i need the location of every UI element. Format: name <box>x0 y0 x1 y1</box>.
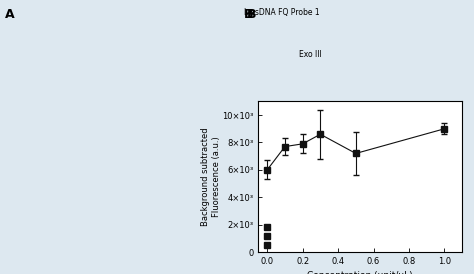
Text: A: A <box>5 8 14 21</box>
Text: B: B <box>244 8 254 21</box>
Text: Exo III: Exo III <box>299 50 322 59</box>
Text: L-ssDNA FQ Probe 1: L-ssDNA FQ Probe 1 <box>244 8 320 17</box>
Text: B: B <box>246 8 256 21</box>
X-axis label: Concentration (unit/μL): Concentration (unit/μL) <box>308 272 413 274</box>
Y-axis label: Background subtracted
Fluorescence (a.u.): Background subtracted Fluorescence (a.u.… <box>201 127 221 226</box>
